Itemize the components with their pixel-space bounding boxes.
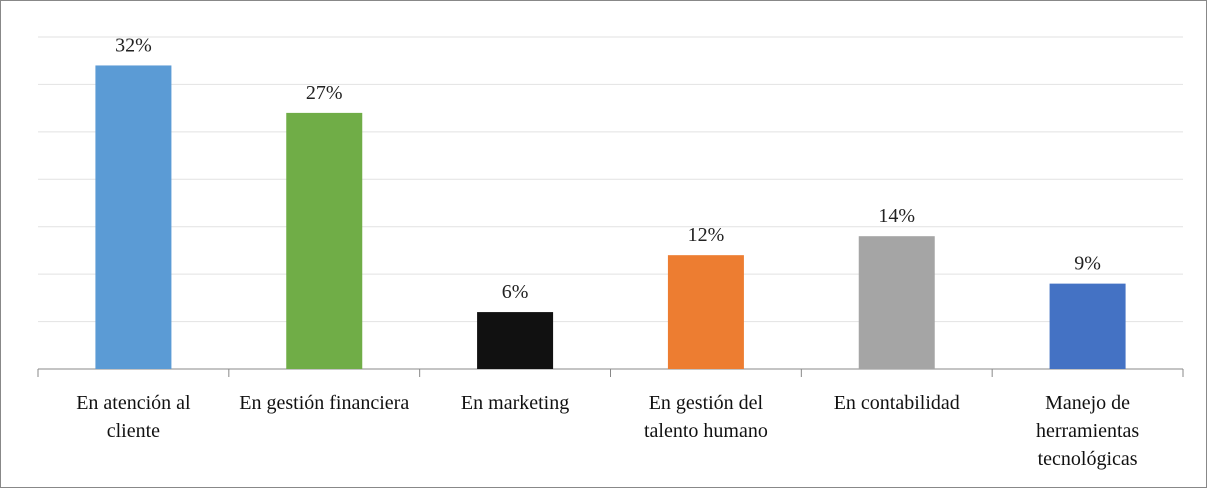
data-label: 32% <box>115 34 152 56</box>
data-label: 12% <box>688 224 725 246</box>
x-tick-label: En contabilidad <box>833 392 960 414</box>
x-tick-label: En atención al cliente <box>76 392 191 442</box>
x-tick-label: En gestión del talento humano <box>643 392 768 442</box>
bar <box>286 112 363 369</box>
bar <box>858 236 935 369</box>
bar <box>95 65 172 369</box>
bar <box>667 255 744 369</box>
data-label: 27% <box>306 82 343 104</box>
x-tick-label: En marketing <box>460 392 570 414</box>
data-label: 14% <box>878 205 915 227</box>
bar <box>477 312 554 369</box>
x-tick-label: Manejo de herramientas tecnológicas <box>1035 392 1140 470</box>
bar <box>1049 283 1126 369</box>
data-label: 9% <box>1074 253 1101 275</box>
x-tick-label: En gestión financiera <box>239 392 410 414</box>
data-label: 6% <box>502 281 529 303</box>
